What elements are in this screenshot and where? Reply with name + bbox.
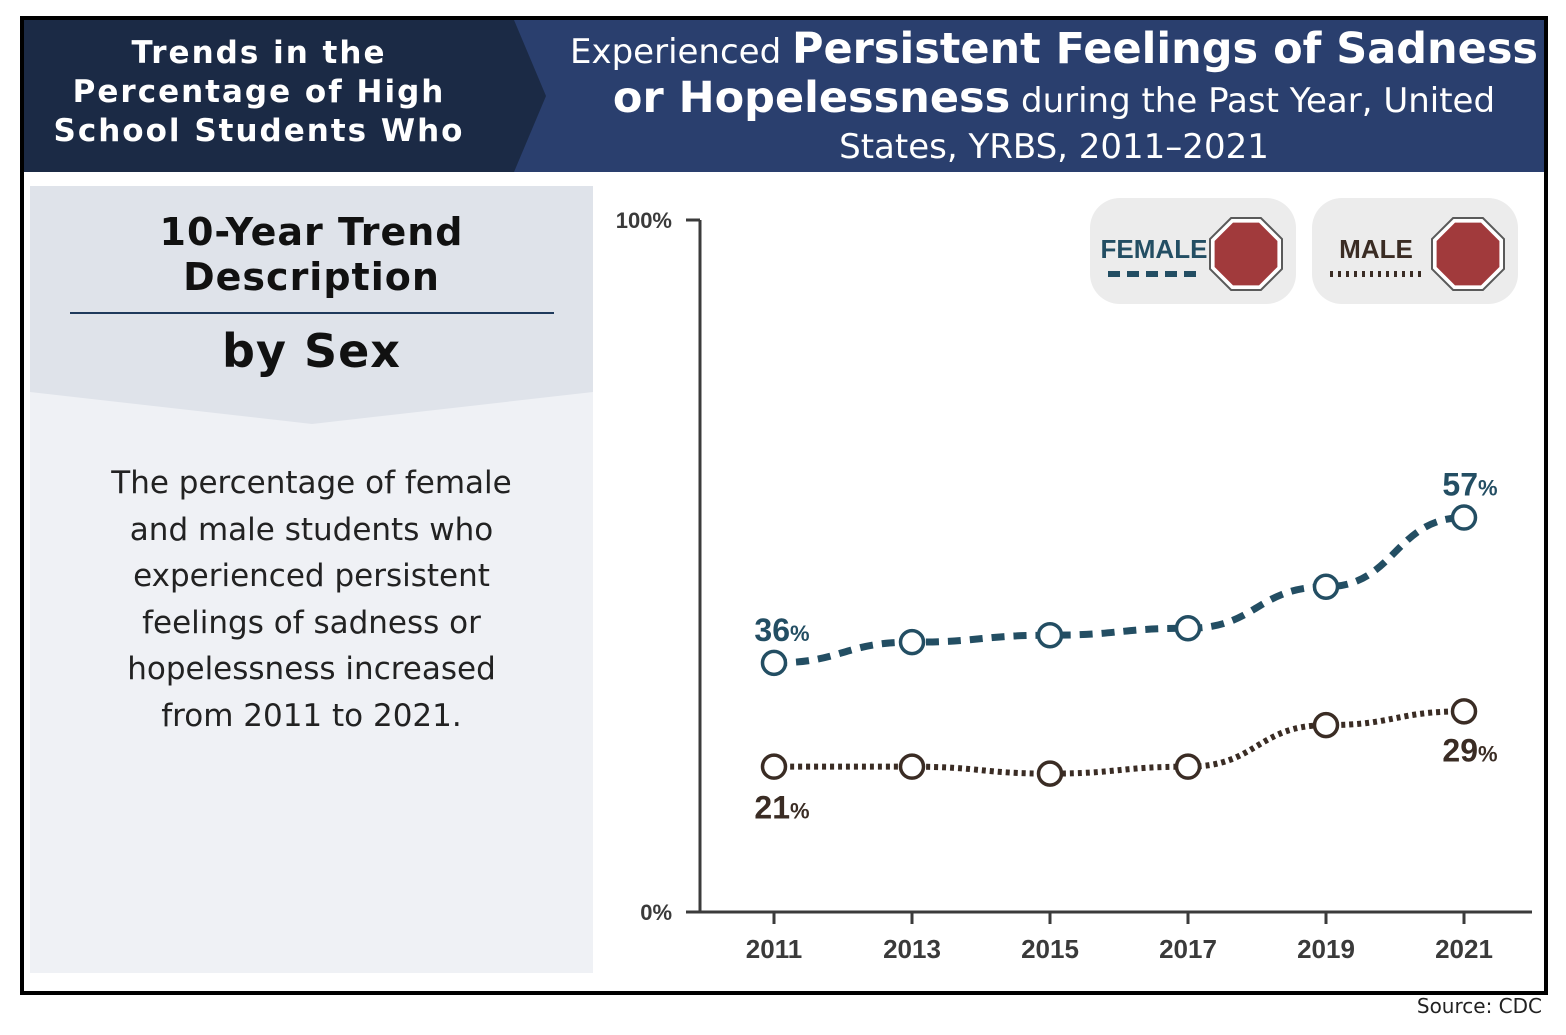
female-data-point — [1036, 621, 1064, 649]
header-left-title: Trends in the Percentage of High School … — [53, 35, 465, 149]
header-right-title: Experienced Persistent Feelings of Sadne… — [564, 26, 1544, 170]
male-data-point — [1174, 753, 1202, 780]
trend-sidebar: 10-Year Trend Description by Sex The per… — [30, 186, 593, 973]
x-tick-label: 2011 — [746, 934, 802, 964]
male-series-line — [774, 708, 1465, 777]
trend-subtitle: by Sex — [222, 324, 401, 378]
female-series-line — [773, 514, 1465, 667]
sidebar-heading-panel: 10-Year Trend Description by Sex — [30, 186, 593, 426]
sidebar-heading-background — [30, 186, 593, 424]
female-legend-label: FEMALE — [1101, 234, 1208, 264]
male-data-point — [1312, 711, 1340, 739]
male-legend-label: MALE — [1339, 234, 1413, 264]
female-data-point — [1450, 504, 1478, 531]
female-data-label: 36% — [754, 612, 809, 648]
x-tick-label: 2021 — [1435, 934, 1493, 964]
male-data-point — [760, 753, 788, 780]
female-data-point — [1174, 615, 1202, 642]
trend-title: 10-Year Trend Description — [159, 210, 464, 299]
x-tick-label: 2017 — [1159, 934, 1217, 964]
male-data-point — [1450, 698, 1478, 725]
female-data-point — [760, 649, 788, 677]
infographic-frame: Trends in the Percentage of High School … — [20, 16, 1548, 995]
line-chart: 100% 0% 2011 2013 2015 2017 2019 2021 36% 57% 21% 2… — [616, 198, 1532, 964]
header-banner: Trends in the Percentage of High School … — [24, 20, 1544, 172]
male-data-point — [898, 753, 926, 780]
x-tick-label: 2019 — [1297, 934, 1355, 964]
trend-description: The percentage of female and male studen… — [111, 465, 512, 734]
x-tick-label: 2013 — [883, 934, 941, 964]
female-data-point — [1312, 573, 1340, 601]
title-divider — [70, 312, 554, 314]
female-data-label: 57% — [1442, 467, 1497, 503]
y-tick-label: 100% — [616, 208, 672, 233]
title-emphasis: Persistent Feelings of Sadness or Hopele… — [612, 24, 1539, 123]
title-prefix: Experienced — [569, 32, 782, 72]
x-tick-label: 2015 — [1021, 934, 1079, 964]
male-data-label: 21% — [754, 790, 809, 826]
stop-sign-icon-fill — [1214, 222, 1278, 286]
y-tick-label: 0% — [640, 900, 672, 925]
female-data-point — [898, 628, 926, 656]
male-data-label: 29% — [1442, 732, 1497, 768]
stop-sign-icon-fill — [1436, 222, 1500, 286]
source-note: Source: CDC — [1416, 994, 1542, 1018]
header-background — [24, 20, 1544, 172]
title-suffix: during the Past Year, United States, YRB… — [839, 81, 1496, 167]
male-data-point — [1036, 760, 1064, 787]
